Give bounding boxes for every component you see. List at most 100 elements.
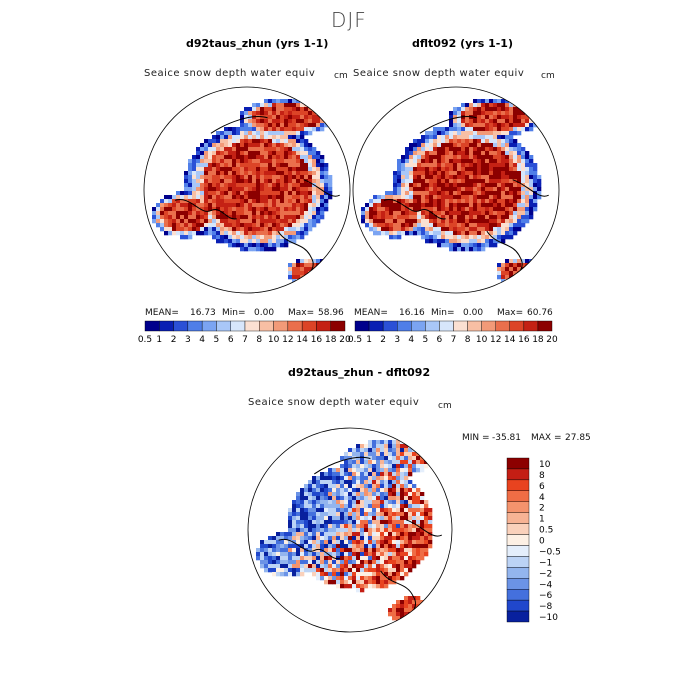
panel1-cell [252, 171, 257, 176]
panel3-cell [380, 504, 385, 509]
panel1-cell [308, 203, 313, 208]
panel1-cell [296, 199, 301, 204]
panel1-cell [172, 223, 177, 228]
panel2-cell [465, 175, 470, 180]
panel2-cell [465, 223, 470, 228]
panel1-cell [236, 143, 241, 148]
panel2-cell [481, 183, 486, 188]
panel1-cell [212, 135, 217, 140]
panel2-cell [525, 159, 530, 164]
panel2-cell [457, 171, 462, 176]
panel2-cell [493, 151, 498, 156]
panel2-colorbar-box [523, 320, 539, 332]
panel1-cell [188, 211, 193, 216]
panel3-cell [380, 524, 385, 529]
panel3-cell [408, 540, 413, 545]
panel3-cell [376, 516, 381, 521]
panel1-cell [212, 143, 217, 148]
panel1-cell [292, 199, 297, 204]
panel2-colorbar-box [453, 320, 468, 332]
panel1-cell [304, 111, 309, 116]
panel2-cell [429, 227, 434, 232]
panel2-cell [509, 211, 514, 216]
panel2-cell [457, 167, 462, 172]
panel3-cell [424, 552, 429, 557]
panel1-cell [236, 147, 241, 152]
panel2-cell [521, 211, 526, 216]
panel3-cell [348, 544, 353, 549]
panel1-cell [324, 195, 329, 200]
panel3-cell [328, 572, 333, 577]
panel1-cell [292, 187, 297, 192]
panel1-cell [260, 195, 265, 200]
panel2-cell [457, 215, 462, 220]
panel2-cell [461, 127, 466, 132]
panel3-cell [372, 480, 377, 485]
panel3-cell [336, 540, 341, 545]
panel1-cell [192, 211, 197, 216]
panel1-cell [264, 187, 269, 192]
panel1-cell [228, 151, 233, 156]
panel2-cell [493, 235, 498, 240]
panel3-cell [412, 456, 417, 461]
panel2-cell [489, 127, 494, 132]
panel1-cell [308, 259, 313, 264]
panel1-cell [268, 135, 273, 140]
panel1-cell [256, 223, 261, 228]
panel2-cell [529, 123, 534, 128]
panel3-cell [320, 560, 325, 565]
panel3-cell [360, 492, 365, 497]
panel2-cell [501, 219, 506, 224]
panel1-cell [316, 191, 321, 196]
panel1-cell [276, 147, 281, 152]
panel3-cell [368, 480, 373, 485]
panel2-cell [517, 107, 522, 112]
panel2-cell [505, 155, 510, 160]
panel3-cell [392, 464, 397, 469]
panel1-cell [244, 223, 249, 228]
panel1-cell [240, 139, 245, 144]
panel3-cell [392, 516, 397, 521]
panel1-cell [244, 163, 249, 168]
panel3-cell [300, 564, 305, 569]
panel3-cell [408, 468, 413, 473]
panel3-cell [356, 540, 361, 545]
panel1-cell [304, 207, 309, 212]
panel1-cell [320, 211, 325, 216]
panel1-cell [248, 155, 253, 160]
panel3-cell [368, 508, 373, 513]
panel2-cell [441, 139, 446, 144]
panel2-cell [421, 155, 426, 160]
panel2-cell [401, 191, 406, 196]
panel2-cell [465, 239, 470, 244]
panel3-cell [304, 532, 309, 537]
panel3-cell [396, 520, 401, 525]
panel3-cell [296, 560, 301, 565]
panel1-cell [236, 211, 241, 216]
panel2-cell [501, 155, 506, 160]
panel3-cell [416, 544, 421, 549]
panel1-cell [284, 167, 289, 172]
panel2-cell [493, 159, 498, 164]
panel3-cell [368, 476, 373, 481]
panel1-cell [312, 115, 317, 120]
panel1-cell [192, 159, 197, 164]
panel1-cell [292, 131, 297, 136]
panel2-cell [489, 239, 494, 244]
panel1-cell [312, 263, 317, 268]
panel3-cell [348, 464, 353, 469]
panel3-cell [364, 460, 369, 465]
panel1-cell [324, 199, 329, 204]
panel3-cell [372, 512, 377, 517]
panel1-cell [296, 215, 301, 220]
panel1-cell [208, 183, 213, 188]
panel2-cell [529, 259, 534, 264]
panel2-cell [521, 219, 526, 224]
panel3-cell [280, 540, 285, 545]
panel1-cell [260, 239, 265, 244]
panel2-cell [453, 151, 458, 156]
panel1-cell [232, 235, 237, 240]
panel3-cell [352, 508, 357, 513]
panel1-cell [252, 219, 257, 224]
panel2-cell [485, 151, 490, 156]
